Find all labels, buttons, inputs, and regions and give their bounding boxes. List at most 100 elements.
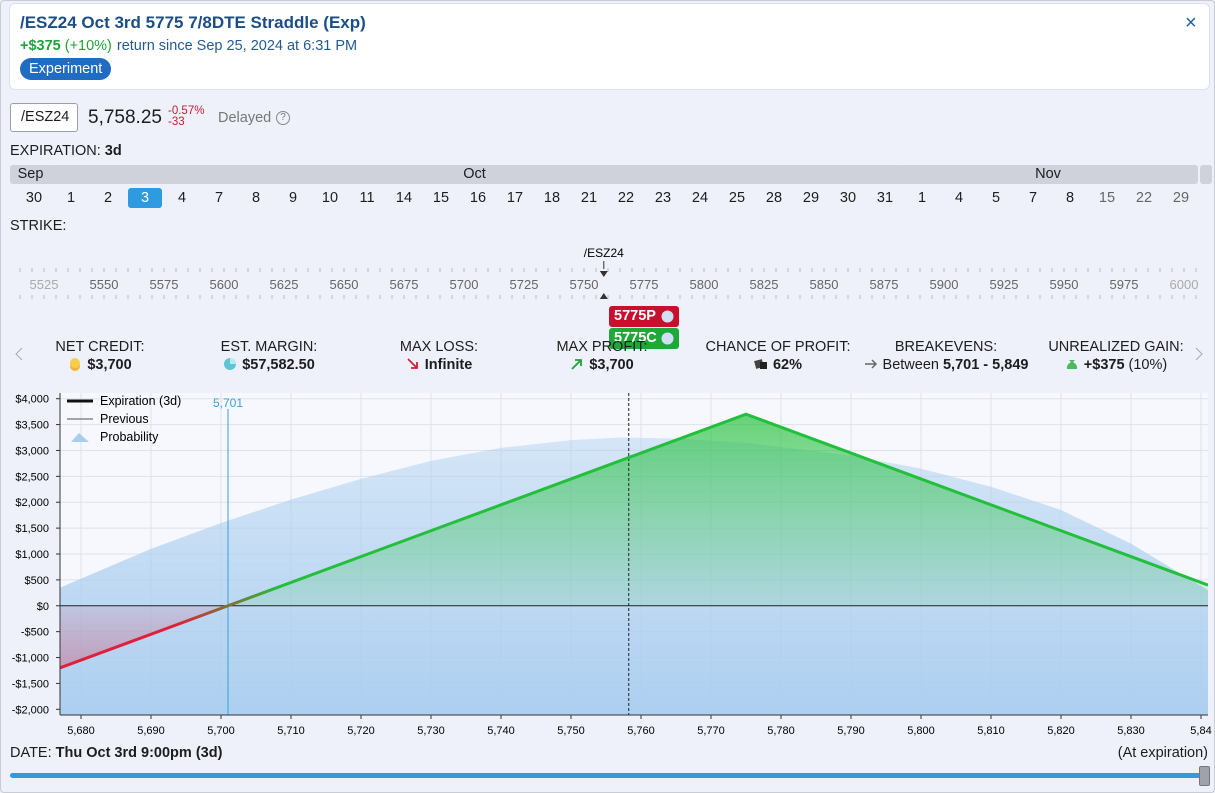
y-tick-label: $1,000 bbox=[15, 549, 49, 561]
strike-tick-label: 5950 bbox=[1050, 277, 1079, 292]
stat-value: +$375 (10%) bbox=[1016, 357, 1214, 373]
symbol-input[interactable]: /ESZ24 bbox=[10, 103, 78, 132]
expiration-line bbox=[60, 412, 1208, 670]
icon-shape bbox=[759, 362, 767, 369]
chevron-right[interactable] bbox=[1194, 346, 1204, 367]
month-bar[interactable]: Nov bbox=[898, 165, 1198, 184]
stat: BREAKEVENS: Between 5,701 - 5,849 bbox=[846, 339, 1046, 373]
date-button[interactable]: 22 bbox=[617, 190, 635, 206]
x-tick-label: 5,710 bbox=[277, 725, 305, 737]
strike-tick-label: 5800 bbox=[690, 277, 719, 292]
strike-tick-label: 5925 bbox=[990, 277, 1019, 292]
date-button[interactable]: 1 bbox=[917, 190, 927, 206]
strike-tick-label: 5650 bbox=[330, 277, 359, 292]
date-button[interactable]: 25 bbox=[728, 190, 746, 206]
y-tick-label: $2,500 bbox=[15, 471, 49, 483]
stat: CHANCE OF PROFIT: 62% bbox=[678, 339, 878, 373]
y-tick-label: $3,500 bbox=[15, 420, 49, 432]
date-button[interactable]: 2 bbox=[103, 190, 113, 206]
date-button[interactable]: 4 bbox=[177, 190, 187, 206]
marker-arrow-top bbox=[599, 271, 608, 277]
help-icon[interactable]: ? bbox=[276, 111, 290, 125]
chevron-left[interactable] bbox=[14, 346, 24, 367]
date-button[interactable]: 16 bbox=[469, 190, 487, 206]
strike-tick-label: 5825 bbox=[750, 277, 779, 292]
date-button[interactable]: 29 bbox=[802, 190, 820, 206]
stat-number: 5,701 - 5,849 bbox=[942, 357, 1029, 373]
strike-tick-label: 5575 bbox=[150, 277, 179, 292]
breakeven-label: 5,701 bbox=[213, 396, 243, 410]
gain: +$375 bbox=[20, 38, 61, 54]
stat-label: EST. MARGIN: bbox=[220, 339, 318, 355]
gain-pct: (+10%) bbox=[64, 38, 112, 54]
value: 3d bbox=[104, 143, 122, 159]
date-button[interactable]: 8 bbox=[251, 190, 261, 206]
stat-number: $3,700 bbox=[589, 357, 634, 373]
date-button[interactable]: 21 bbox=[580, 190, 598, 206]
x-tick-label: 5,680 bbox=[67, 725, 95, 737]
date-button[interactable]: 4 bbox=[954, 190, 964, 206]
strike-tick-label: 5700 bbox=[450, 277, 479, 292]
stat-number: Infinite bbox=[424, 357, 473, 373]
month-bar[interactable]: Oct bbox=[47, 165, 902, 184]
date-button[interactable]: 11 bbox=[359, 190, 375, 206]
x-tick-label: 5,770 bbox=[697, 725, 725, 737]
date-button[interactable]: 10 bbox=[321, 190, 339, 206]
status: Delayed bbox=[218, 110, 272, 126]
date-button[interactable]: 1 bbox=[66, 190, 76, 206]
marker-arrow-bottom bbox=[599, 293, 608, 299]
date-button[interactable]: 30 bbox=[25, 190, 43, 206]
x-tick-label: 5,700 bbox=[207, 725, 235, 737]
date-button[interactable]: 8 bbox=[1065, 190, 1075, 206]
stat-suffix: (10%) bbox=[1128, 357, 1168, 373]
strike-tag[interactable]: 5775C bbox=[609, 328, 679, 349]
stat-value: $3,700 bbox=[1, 357, 200, 373]
y-tick-label: -$2,000 bbox=[12, 704, 49, 716]
month-bar-next bbox=[1200, 165, 1212, 184]
legend-label: Expiration (3d) bbox=[100, 394, 181, 408]
date-button[interactable]: 29 bbox=[1172, 190, 1190, 206]
legend-symbol bbox=[71, 433, 89, 442]
badge[interactable]: Experiment bbox=[20, 58, 112, 80]
date-button[interactable]: 24 bbox=[691, 190, 709, 206]
date-end: (At expiration) bbox=[1117, 745, 1208, 761]
date-button[interactable]: 14 bbox=[395, 190, 413, 206]
month-bar[interactable]: Sep bbox=[10, 165, 51, 184]
date-button[interactable]: 3 bbox=[128, 188, 162, 208]
date-slider-track[interactable] bbox=[10, 773, 1202, 778]
value: Thu Oct 3rd 9:00pm (3d) bbox=[55, 745, 223, 761]
date-button[interactable]: 28 bbox=[765, 190, 783, 206]
date-button[interactable]: 15 bbox=[432, 190, 450, 206]
date-button[interactable]: 18 bbox=[543, 190, 561, 206]
stat: NET CREDIT: $3,700 bbox=[1, 339, 200, 373]
y-tick-label: $2,000 bbox=[15, 497, 49, 509]
date-button[interactable]: 9 bbox=[288, 190, 298, 206]
date-slider-handle[interactable] bbox=[1199, 766, 1210, 786]
stat-number: $3,700 bbox=[87, 357, 132, 373]
close-button[interactable]: × bbox=[1185, 12, 1197, 34]
stat-icon bbox=[1066, 360, 1077, 369]
date-button[interactable]: 15 bbox=[1098, 190, 1116, 206]
label: DATE: bbox=[10, 745, 52, 761]
label: EXPIRATION: bbox=[10, 143, 101, 159]
date-button[interactable]: 23 bbox=[654, 190, 672, 206]
date-button[interactable]: 30 bbox=[839, 190, 857, 206]
y-tick-label: $3,000 bbox=[15, 445, 49, 457]
stat: EST. MARGIN: $57,582.50 bbox=[169, 339, 369, 373]
legend: Expiration (3d) Previous Probability bbox=[67, 394, 181, 444]
date-button[interactable]: 31 bbox=[876, 190, 894, 206]
stat: MAX PROFIT: $3,700 bbox=[502, 339, 702, 373]
stat-prefix: Between bbox=[882, 357, 939, 373]
y-tick-label: $4,000 bbox=[15, 394, 49, 406]
date-button[interactable]: 17 bbox=[506, 190, 524, 206]
strike-tick-label: 5725 bbox=[510, 277, 539, 292]
strike-tag[interactable]: 5775P bbox=[609, 306, 679, 327]
date-button[interactable]: 22 bbox=[1135, 190, 1153, 206]
price: 5,758.25 bbox=[88, 107, 162, 128]
date-button[interactable]: 7 bbox=[1028, 190, 1038, 206]
date-button[interactable]: 7 bbox=[214, 190, 224, 206]
date-button[interactable]: 5 bbox=[991, 190, 1001, 206]
underlying-marker: /ESZ24 bbox=[584, 246, 624, 260]
tag-text: 5775C bbox=[614, 330, 657, 346]
